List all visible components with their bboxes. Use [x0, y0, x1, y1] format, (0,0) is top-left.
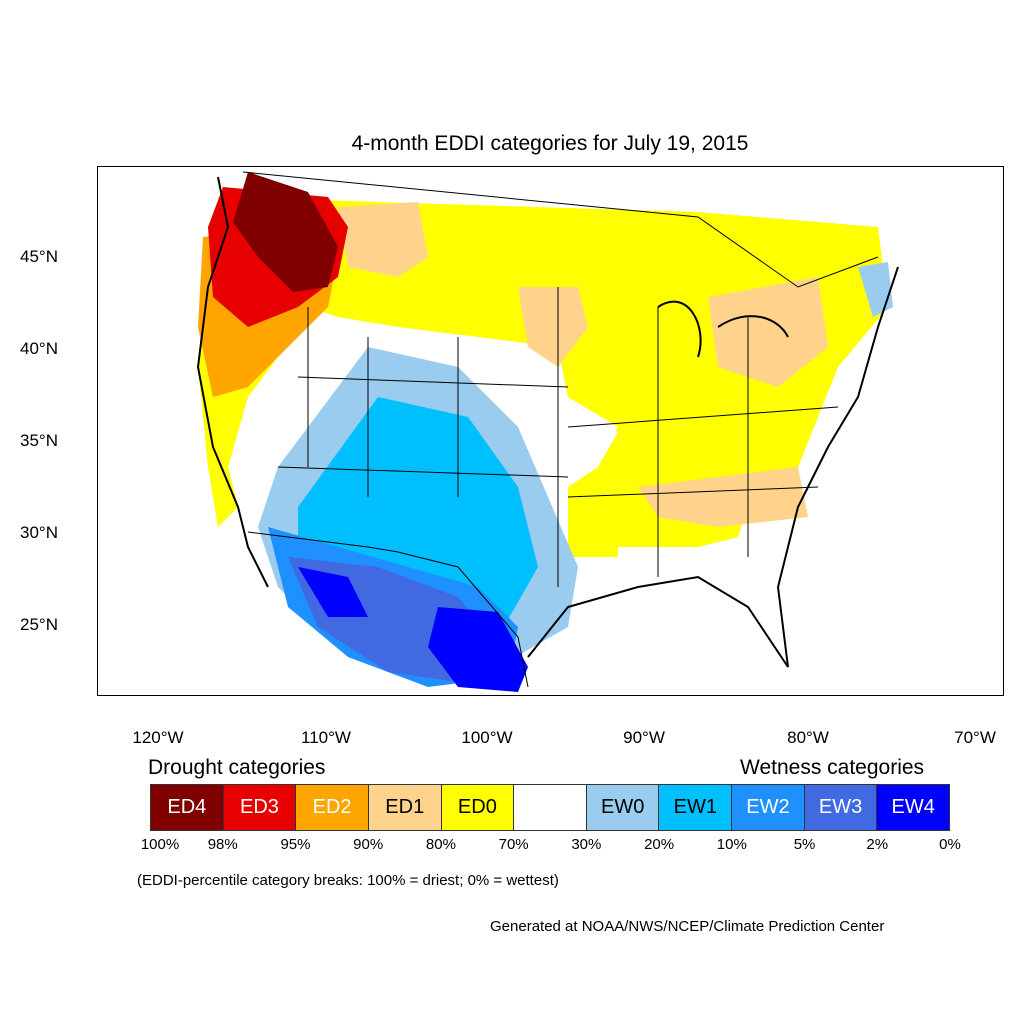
- boundaries: [196, 171, 899, 688]
- eddi-map: [196, 171, 899, 692]
- legend-swatch-ew1: EW1: [659, 785, 733, 830]
- x-tick-110w: 110°W: [301, 728, 351, 747]
- y-tick-35n: 35°N: [20, 431, 58, 450]
- legend-break-label: 98%: [207, 836, 238, 853]
- coastline-west: [196, 176, 269, 588]
- region-ew4-mexico: [298, 567, 368, 617]
- drought-heading: Drought categories: [148, 756, 326, 779]
- x-tick-120w: 120°W: [132, 728, 184, 747]
- x-tick-90w: 90°W: [623, 728, 665, 747]
- region-ed4-pacnw: [233, 172, 338, 292]
- region-ed0-north: [218, 197, 888, 557]
- legend-break-label: 80%: [425, 836, 456, 853]
- region-ed1-ohio: [708, 277, 828, 387]
- category-fills: [198, 172, 893, 692]
- x-tick-80w: 80°W: [787, 728, 829, 747]
- legend-break-label: 0%: [939, 836, 961, 853]
- great-lakes: [657, 300, 789, 358]
- state-line-7: [297, 376, 569, 388]
- y-tick-40n: 40°N: [20, 339, 58, 358]
- legend-swatch-neutral: [514, 785, 587, 830]
- wetness-heading: Wetness categories: [740, 756, 925, 779]
- legend-color-bar: ED4 ED3 ED2 ED1 ED0 EW0 EW1 EW2 EW3 EW4: [150, 784, 950, 831]
- atlantic-coast: [776, 266, 899, 668]
- region-neutral-se: [618, 547, 798, 627]
- legend-swatch-ew3: EW3: [804, 785, 878, 830]
- legend-break-label: 30%: [571, 836, 602, 853]
- legend-swatch-ew0: EW0: [586, 785, 660, 830]
- region-ed1-plains: [518, 287, 588, 367]
- region-ed1-north: [338, 202, 428, 277]
- legend-swatch-ed1: ED1: [368, 785, 442, 830]
- map-panel: [97, 166, 1004, 696]
- legend-break-label: 10%: [716, 836, 747, 853]
- x-tick-70w: 70°W: [954, 728, 996, 747]
- region-ew0-northeast: [858, 262, 893, 317]
- legend-swatch-ed4: ED4: [151, 785, 224, 830]
- y-tick-30n: 30°N: [20, 523, 58, 542]
- legend-break-label: 70%: [498, 836, 529, 853]
- legend-note: (EDDI-percentile category breaks: 100% =…: [137, 872, 559, 889]
- region-ed1-southeast: [638, 467, 808, 527]
- legend-swatch-ed0: ED0: [441, 785, 515, 830]
- legend-break-label: 20%: [644, 836, 675, 853]
- us-canada-border: [242, 171, 879, 288]
- us-mexico-border: [247, 531, 529, 688]
- credit-line: Generated at NOAA/NWS/NCEP/Climate Predi…: [490, 918, 885, 935]
- legend-swatch-ed2: ED2: [296, 785, 369, 830]
- y-tick-25n: 25°N: [20, 615, 58, 634]
- legend-break-label: 90%: [353, 836, 384, 853]
- legend-break-label: 5%: [793, 836, 816, 853]
- state-line-8: [277, 466, 569, 478]
- gulf-coast: [527, 575, 789, 668]
- chart-title: 4-month EDDI categories for July 19, 201…: [351, 132, 749, 155]
- state-line-9: [567, 406, 839, 428]
- region-ew4-texas: [428, 607, 528, 692]
- legend-break-label: 95%: [280, 836, 311, 853]
- legend-swatch-ew4: EW4: [877, 785, 950, 830]
- x-tick-100w: 100°W: [461, 728, 513, 747]
- legend-swatch-ed3: ED3: [223, 785, 297, 830]
- state-line-10: [567, 486, 819, 498]
- legend-swatch-ew2: EW2: [732, 785, 805, 830]
- y-tick-45n: 45°N: [20, 247, 58, 266]
- legend-break-label: 100%: [140, 836, 180, 853]
- legend-break-label: 2%: [866, 836, 889, 853]
